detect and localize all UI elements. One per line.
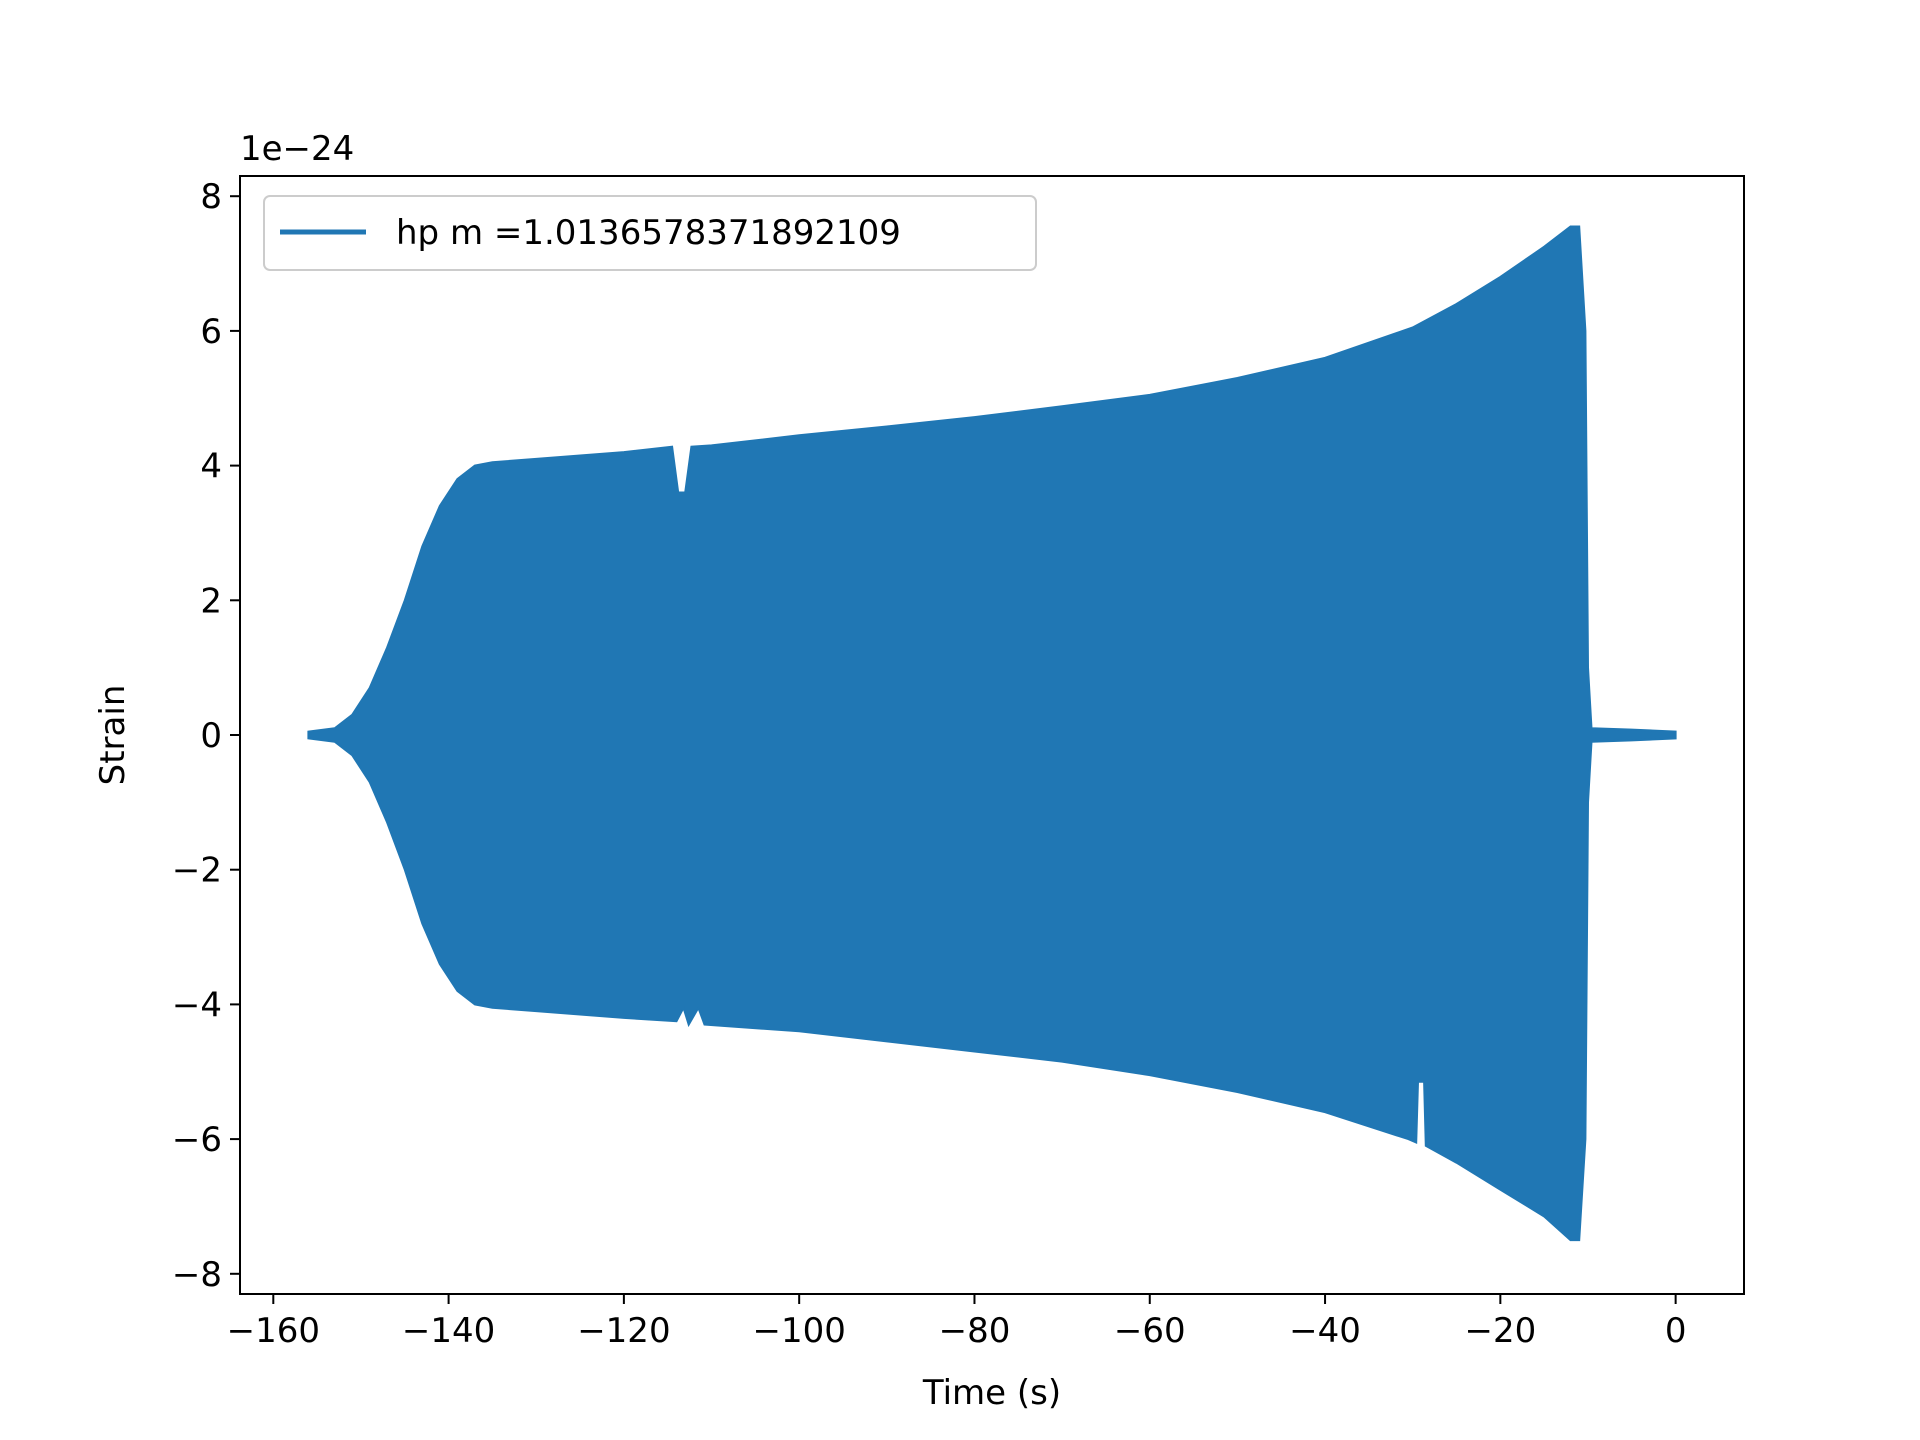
x-tick-label: 0: [1665, 1311, 1687, 1351]
y-tick-label: 6: [200, 312, 222, 352]
legend: hp m =1.0136578371892109: [263, 195, 1037, 271]
y-tick-label: −4: [172, 985, 222, 1025]
x-tick-label: −140: [402, 1311, 495, 1351]
x-tick-label: −40: [1289, 1311, 1361, 1351]
y-tick-label: 0: [200, 716, 222, 756]
y-tick-label: −6: [172, 1120, 222, 1160]
y-offset-label: 1e−24: [240, 129, 354, 169]
x-axis-title: Time (s): [922, 1373, 1061, 1413]
y-tick-label: 8: [200, 177, 222, 217]
x-tick-label: −100: [752, 1311, 845, 1351]
x-tick-label: −160: [227, 1311, 320, 1351]
plot-area: [307, 225, 1677, 1242]
y-axis-title: Strain: [93, 685, 133, 786]
y-tick-label: −8: [172, 1255, 222, 1295]
legend-entry-label: hp m =1.0136578371892109: [396, 213, 901, 253]
y-tick-label: 2: [200, 581, 222, 621]
x-axis: −160 −140 −120 −100 −80 −60 −40 −20 0: [227, 1294, 1687, 1351]
y-tick-label: −2: [172, 851, 222, 891]
x-tick-label: −20: [1464, 1311, 1536, 1351]
y-tick-label: 4: [200, 447, 222, 487]
x-tick-label: −60: [1114, 1311, 1186, 1351]
legend-box: [263, 195, 1037, 271]
y-axis: −8 −6 −4 −2 0 2 4 6 8: [172, 177, 240, 1295]
waveform-series-fill: [307, 225, 1677, 1242]
x-tick-label: −120: [577, 1311, 670, 1351]
x-tick-label: −80: [939, 1311, 1011, 1351]
